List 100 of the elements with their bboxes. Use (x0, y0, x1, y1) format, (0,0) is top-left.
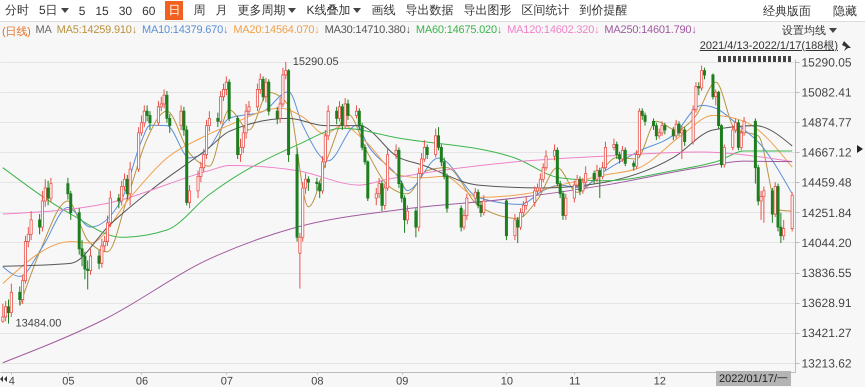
candlestick (762, 186, 766, 224)
candlestick (624, 146, 627, 167)
y-tick-label: 14459.48 (802, 176, 852, 190)
candlestick (98, 250, 101, 270)
candlestick (578, 176, 582, 196)
candlestick (10, 283, 13, 318)
candlestick (162, 88, 166, 109)
candlestick (406, 204, 409, 225)
candlestick (354, 104, 358, 119)
candlestick (434, 128, 438, 158)
candlestick (344, 98, 347, 130)
y-tick-label: 15082.41 (802, 85, 852, 100)
text: MA20:14564.070↓ (233, 24, 320, 38)
text: 15 (95, 4, 109, 18)
text: MA120:14602.320↓ (507, 24, 600, 38)
x-tick-label: 06 (136, 376, 148, 387)
text: MA5:14259.910↓ (56, 24, 138, 38)
candlestick (678, 120, 681, 136)
y-tick-label: 14044.20 (802, 236, 852, 250)
candlestick (188, 184, 192, 209)
candlestick (782, 219, 786, 241)
candlestick (680, 125, 684, 160)
candlestick (644, 112, 647, 126)
candlestick (598, 167, 602, 199)
candlestick (516, 216, 520, 244)
candlestick (553, 144, 556, 161)
text: K线叠加 (306, 2, 352, 19)
text: 5日 (39, 2, 59, 19)
text: 区间统计 (521, 2, 570, 19)
candlestick (612, 138, 616, 151)
candlestick (700, 65, 704, 92)
y-tick-label: 13628.91 (802, 296, 852, 310)
candlestick (6, 299, 10, 324)
candlestick (482, 194, 486, 216)
text: MA60:14675.020↓ (416, 24, 502, 38)
x-tick-label: 05 (62, 376, 75, 387)
x-tick-label: 09 (396, 376, 408, 387)
candlestick (533, 186, 536, 208)
text: 导出数据 (405, 2, 454, 19)
line-series (2, 160, 793, 364)
candlestick (46, 180, 50, 206)
x-tick-label: 08 (311, 376, 324, 387)
text: (日线) (2, 25, 31, 39)
candlestick (318, 180, 322, 199)
candlestick (346, 99, 350, 120)
candlestick (338, 100, 341, 122)
x-tick-label: 07 (220, 376, 233, 387)
y-tick-label: 13213.62 (802, 356, 852, 370)
text: 更多周期 (237, 2, 286, 19)
candlestick (394, 144, 398, 160)
candlestick (180, 104, 183, 131)
line-series (2, 128, 793, 238)
text: 60 (142, 4, 156, 18)
x-tick-label: 4 (8, 376, 15, 387)
candlestick (156, 100, 160, 126)
text: 经典版面 (763, 3, 811, 20)
text: 月 (215, 2, 228, 19)
candlestick (632, 160, 636, 172)
x-tick-label: 12 (654, 376, 666, 387)
text: 分时 (5, 2, 29, 19)
candlestick (89, 248, 92, 276)
y-tick-label: 13421.27 (802, 326, 852, 340)
text: 隐藏 (833, 3, 857, 20)
candlestick (460, 204, 463, 232)
text: MA10:14379.670↓ (142, 24, 228, 38)
candlestick (663, 122, 666, 135)
candlestick (117, 193, 120, 209)
text: 5 (78, 4, 86, 18)
candlestick (592, 170, 596, 184)
candlestick (100, 238, 104, 268)
annotation: 13484.00 (15, 318, 62, 330)
candlestick (262, 76, 265, 102)
candlestick (49, 177, 52, 203)
text: 2022/01/17/一 (716, 371, 792, 386)
candlestick (264, 77, 268, 103)
text: 导出图形 (463, 2, 512, 19)
text: MA30:14710.380↓ (324, 24, 411, 38)
text: 30 (118, 4, 132, 18)
candlestick (615, 141, 618, 160)
candlestick (4, 300, 8, 322)
candlestick (702, 67, 706, 80)
y-tick-label: 14874.77 (802, 116, 852, 130)
candlestick (595, 164, 598, 183)
y-tick-label: 14251.84 (802, 206, 852, 220)
candlestick (722, 144, 726, 168)
candlestick (564, 193, 568, 220)
x-tick-label: 11 (569, 376, 581, 387)
candlestick (660, 120, 664, 136)
y-tick-label: 14667.12 (802, 146, 852, 160)
candlestick (674, 119, 678, 140)
text: 设置均线 (782, 25, 826, 37)
candlestick (760, 190, 763, 220)
text: MA250:14601.790↓ (604, 24, 697, 38)
line-series (19, 82, 793, 306)
candlestick (335, 106, 338, 125)
candlestick (1, 303, 4, 324)
candlestick (38, 214, 42, 235)
text: 2021/4/13-2022/1/17(188根) (700, 40, 838, 52)
candlestick (380, 180, 384, 212)
x-tick-label: 10 (500, 376, 514, 387)
